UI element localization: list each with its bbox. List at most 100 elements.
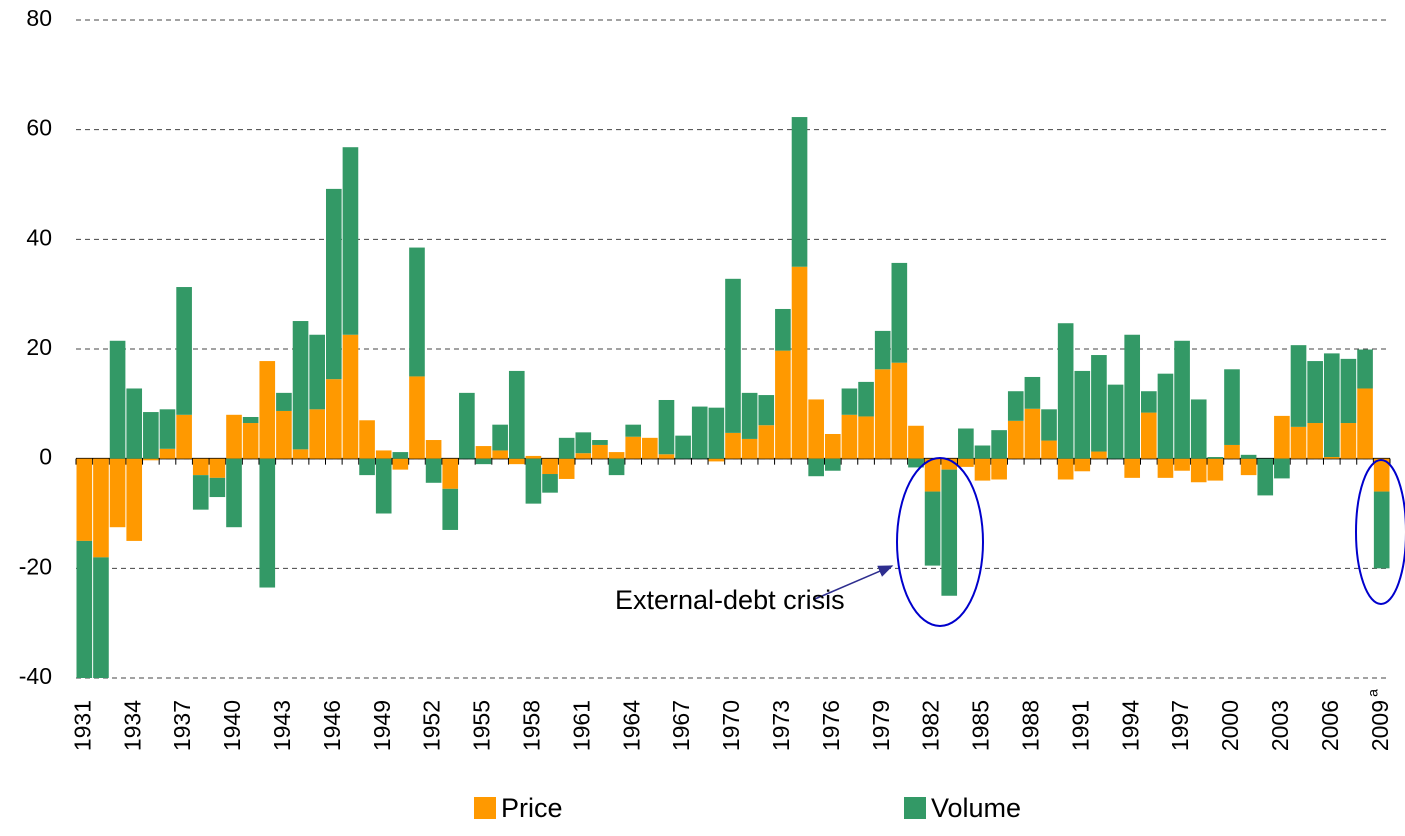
bar-segment <box>359 458 375 476</box>
x-tick-label: 1931 <box>69 700 95 751</box>
bar-segment <box>425 440 442 459</box>
bar-segment <box>1190 458 1207 483</box>
bar-segment <box>991 430 1007 459</box>
bar-segment <box>1357 388 1373 459</box>
bar-segment <box>525 458 542 504</box>
x-tick-label: 1946 <box>319 700 345 751</box>
y-tick-label: 40 <box>26 224 52 250</box>
bar-segment <box>974 458 991 481</box>
bar-segment <box>1057 323 1074 459</box>
x-tick-label: 1997 <box>1167 700 1193 751</box>
bar-segment <box>93 557 109 678</box>
bar-segment <box>858 381 874 417</box>
x-tick-label: 1943 <box>269 700 295 751</box>
bar-segment <box>558 437 575 459</box>
bar-segment <box>1041 409 1057 441</box>
bar-segment <box>625 424 642 437</box>
bar-segment <box>891 362 908 459</box>
bar-segment <box>758 425 775 459</box>
bar-segment <box>392 458 409 470</box>
bar-segment <box>325 188 342 380</box>
bar-segment <box>259 458 276 588</box>
bar-segment <box>109 340 126 459</box>
bar-segment <box>409 376 425 459</box>
bar-segment <box>192 458 209 476</box>
bar-segment <box>1057 458 1074 480</box>
bar-segment <box>642 437 658 459</box>
bar-segment <box>209 477 226 498</box>
bar-segment <box>791 117 808 267</box>
bar-segment <box>741 392 758 439</box>
bar-segment <box>143 458 159 461</box>
bar-segment <box>775 350 791 459</box>
annotation-arrow <box>814 565 894 600</box>
bar-segment <box>292 321 309 450</box>
x-tick-label: 1988 <box>1017 700 1043 751</box>
labels: -40 -20 0 20 40 60 80 1931 1934 1937 1940 1943 1946 1… <box>19 5 1393 751</box>
bar-segment <box>459 392 475 459</box>
bar-segment <box>924 458 941 492</box>
bar-segment <box>425 458 442 483</box>
legend-label: Volume <box>931 793 1021 823</box>
bar-segment <box>159 409 176 449</box>
bar-segment <box>791 266 808 459</box>
bar-segment <box>525 455 542 459</box>
bar-segment <box>808 399 824 459</box>
bar-segment <box>1240 458 1257 476</box>
bar-segment <box>725 278 741 433</box>
bar-segment <box>442 458 459 489</box>
bar-segment <box>93 458 109 558</box>
bar-segment <box>908 425 924 459</box>
x-tick-label: 2000 <box>1217 700 1243 751</box>
bar-segment <box>1340 358 1357 424</box>
bar-segment <box>1007 391 1024 421</box>
x-tick-label: 2009 <box>1367 700 1393 751</box>
x-tick-label: 1955 <box>469 700 495 751</box>
bar-segment <box>1074 370 1091 459</box>
bar-segment <box>1157 373 1174 459</box>
bar-segment <box>492 450 508 459</box>
y-tick-label: 20 <box>26 334 52 360</box>
bar-segment <box>259 361 276 459</box>
bar-segment <box>1007 420 1024 459</box>
bar-segment <box>1290 426 1307 459</box>
x-tick-label: 2003 <box>1267 700 1293 751</box>
bar-segment <box>1323 457 1340 459</box>
x-tick-label: 1949 <box>369 700 395 751</box>
x-tick-label: 1970 <box>718 700 744 751</box>
bar-segment <box>192 475 209 510</box>
bar-segment <box>1323 353 1340 458</box>
bar-segment <box>1107 384 1124 459</box>
highlight-ellipse <box>1355 459 1405 605</box>
bar-segment <box>1274 458 1290 479</box>
bar-segment <box>824 433 841 459</box>
bar-segment <box>392 452 409 459</box>
bar-segment <box>725 432 741 459</box>
bar-segment <box>492 424 508 451</box>
bar-segment <box>242 416 259 424</box>
y-tick-label: -40 <box>19 663 52 689</box>
bar-segment <box>226 414 242 459</box>
bar-segment <box>475 446 492 459</box>
bar-segment <box>342 147 359 335</box>
bar-segment <box>575 432 592 454</box>
bar-segment <box>143 412 159 459</box>
bar-segment <box>109 458 126 528</box>
legend-swatch <box>474 797 496 819</box>
bar-segment <box>159 448 176 459</box>
bar-segment <box>608 458 625 476</box>
bar-segment <box>558 458 575 479</box>
bar-segment <box>575 453 592 459</box>
bar-segment <box>958 458 974 467</box>
legend-label: Price <box>501 793 563 823</box>
highlight-ellipse <box>896 457 984 627</box>
bar-segment <box>1091 355 1107 452</box>
bar-segment <box>542 474 558 493</box>
x-tick-label: 1985 <box>968 700 994 751</box>
bar-segment <box>309 334 325 410</box>
bar-segment <box>442 488 459 530</box>
bar-segment <box>841 388 858 415</box>
bar-segment <box>592 444 608 459</box>
bar-segment <box>1373 491 1390 569</box>
bar-segment <box>1207 457 1224 459</box>
